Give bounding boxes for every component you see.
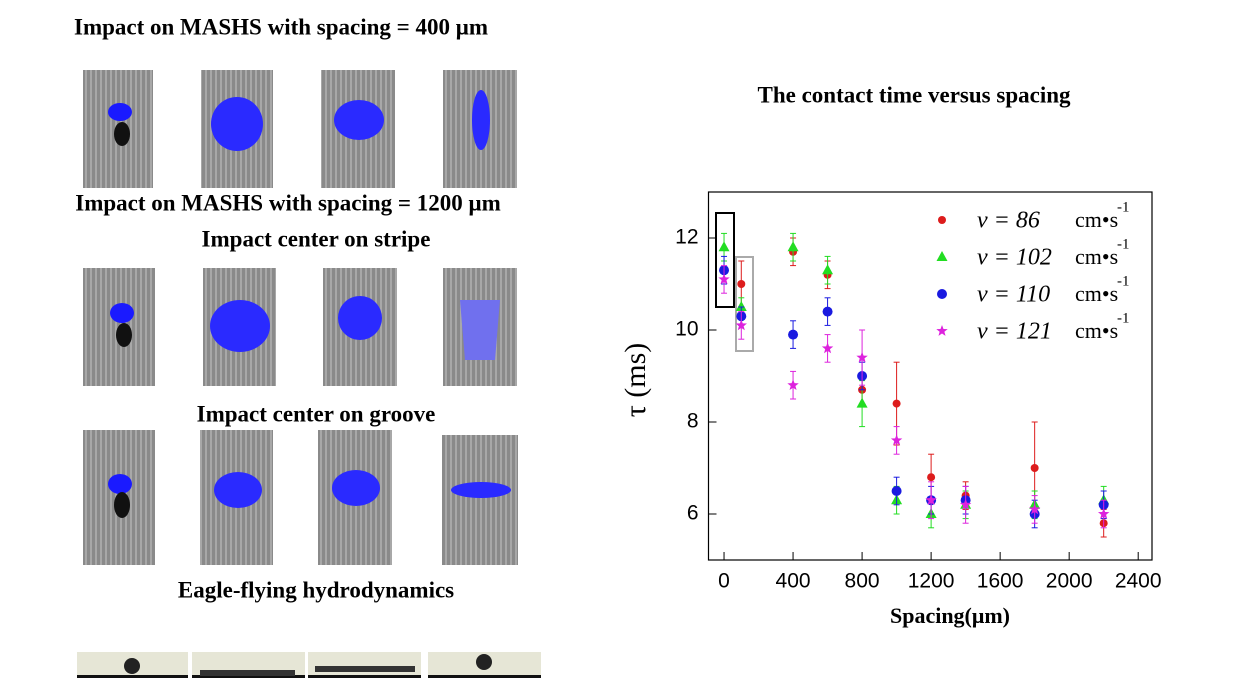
point — [936, 251, 948, 261]
panel-heading: Eagle-flying hydrodynamics — [178, 577, 454, 602]
point — [821, 342, 834, 354]
y-tick-label: 8 — [687, 410, 699, 433]
point — [856, 397, 868, 408]
legend-unit-exponent: -1 — [1117, 273, 1130, 289]
x-tick-label: 1200 — [908, 570, 955, 593]
plot-frame — [707, 191, 1153, 561]
point — [787, 241, 799, 252]
x-axis-label: Spacing(μm) — [890, 603, 1010, 628]
legend-unit: cm•s — [1075, 318, 1118, 343]
point — [787, 379, 799, 391]
point — [938, 216, 946, 224]
chart-title: The contact time versus spacing — [757, 82, 1071, 107]
legend-unit-exponent: -1 — [1117, 310, 1130, 326]
photo-panels — [77, 70, 541, 678]
legend-label: v = 102 — [977, 245, 1052, 271]
x-tick-label: 1600 — [977, 570, 1024, 593]
point — [927, 473, 936, 482]
point — [856, 351, 868, 363]
point — [718, 241, 730, 252]
point — [718, 273, 730, 285]
x-tick-label: 2000 — [1046, 570, 1093, 593]
point — [1030, 464, 1039, 472]
point — [1097, 508, 1110, 519]
x-tick-label: 0 — [718, 570, 730, 593]
y-axis-label: τ (ms) — [619, 343, 652, 418]
panel-heading: Impact center on stripe — [202, 226, 431, 251]
legend-unit: cm•s — [1075, 281, 1118, 306]
point — [936, 325, 948, 336]
point — [959, 498, 972, 510]
x-tick-label: 800 — [845, 570, 880, 593]
y-tick-label: 12 — [675, 226, 698, 249]
panel-heading: Impact center on groove — [197, 401, 436, 426]
point — [892, 399, 901, 408]
legend-label: v = 110 — [977, 282, 1050, 308]
legend-unit-exponent: -1 — [1117, 199, 1130, 215]
point — [891, 486, 902, 496]
point — [937, 289, 947, 299]
point — [925, 494, 937, 506]
point — [735, 301, 747, 311]
legend-label: v = 86 — [977, 208, 1040, 234]
legend-label: v = 121 — [977, 319, 1052, 345]
point — [890, 434, 903, 446]
legend-unit: cm•s — [1075, 244, 1118, 269]
x-tick-label: 400 — [776, 570, 811, 593]
point — [788, 329, 799, 340]
highlight-box — [735, 256, 754, 352]
point — [1028, 503, 1041, 515]
point — [735, 319, 747, 331]
y-tick-label: 10 — [675, 318, 698, 341]
point — [822, 306, 833, 317]
legend-unit-exponent: -1 — [1117, 236, 1130, 252]
point — [822, 264, 834, 275]
point — [737, 280, 746, 288]
panel-heading: Impact on MASHS with spacing = 400 μm — [74, 14, 488, 39]
panel-heading: Impact on MASHS with spacing = 1200 μm — [75, 190, 501, 215]
highlight-box — [715, 212, 735, 308]
x-tick-label: 2400 — [1115, 570, 1162, 593]
y-tick-label: 6 — [687, 502, 699, 525]
legend-unit: cm•s — [1075, 207, 1118, 232]
